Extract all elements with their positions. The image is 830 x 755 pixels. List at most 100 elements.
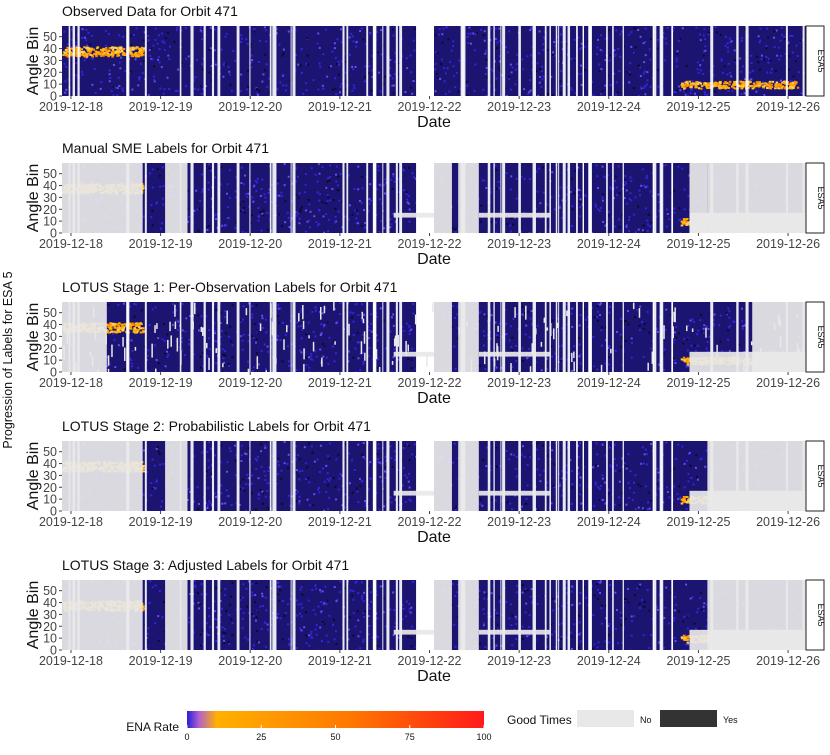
panel-title: LOTUS Stage 2: Probabilistic Labels for … [62, 418, 371, 434]
heatmap-cell [618, 69, 621, 72]
heatmap-cell [340, 41, 343, 44]
heatmap-cell [319, 65, 322, 68]
heatmap-cell [319, 334, 322, 337]
heatmap-cell [360, 224, 363, 227]
heatmap-cell [107, 304, 110, 307]
heatmap-cell [708, 335, 711, 338]
heatmap-cell [499, 60, 502, 63]
heatmap-cell [339, 472, 342, 475]
gap-column [518, 302, 521, 372]
heatmap-cell [343, 309, 346, 312]
hotspot-cell [75, 46, 79, 49]
bad-time-cell [571, 352, 573, 363]
heatmap-cell [550, 75, 553, 78]
heatmap-cell [257, 206, 260, 209]
heatmap-cell [546, 92, 549, 95]
heatmap-cell [800, 92, 803, 95]
heatmap-cell [699, 64, 702, 67]
heatmap-cell [538, 76, 541, 79]
hotspot-cell [733, 83, 737, 86]
hotspot-cell [74, 54, 78, 57]
heatmap-cell [226, 206, 229, 209]
hotspot-cell [124, 52, 127, 55]
heatmap-cell [531, 68, 534, 71]
hotspot-cell [118, 322, 121, 325]
heatmap-cell [376, 458, 379, 461]
heatmap-cell [781, 34, 784, 37]
gap-column [582, 26, 584, 96]
heatmap-cell [750, 78, 753, 81]
hotspot-cell [69, 51, 72, 54]
heatmap-cell [210, 232, 213, 233]
hotspot-cell [728, 83, 731, 86]
x-tick-label: 2019-12-22 [398, 376, 462, 390]
heatmap-cell [727, 90, 730, 93]
heatmap-cell [378, 183, 381, 186]
bad-time-cell [274, 323, 277, 329]
panel-title: LOTUS Stage 1: Per-Observation Labels fo… [62, 279, 398, 295]
heatmap-cell [147, 94, 150, 96]
heatmap-cell [570, 369, 573, 372]
heatmap-cell [166, 31, 169, 34]
hotspot-cell [89, 50, 92, 53]
heatmap-cell [180, 29, 183, 32]
heatmap-cell [796, 55, 799, 58]
hotspot-cell [83, 55, 87, 58]
heatmap-cell [391, 212, 394, 215]
heatmap-cell [155, 358, 158, 361]
heatmap-cell [282, 48, 285, 51]
hotspot-cell [119, 48, 122, 51]
heatmap-cell [330, 371, 333, 372]
heatmap-cell [244, 174, 247, 177]
gap-column [500, 163, 502, 233]
heatmap-cell [334, 87, 337, 90]
heatmap-cell [620, 317, 623, 320]
x-tick-label: 2019-12-24 [577, 237, 641, 251]
heatmap-cell [333, 232, 336, 233]
heatmap-cell [784, 37, 787, 40]
heatmap-cell [607, 210, 610, 213]
heatmap-cell [560, 70, 563, 73]
heatmap-cell [151, 186, 154, 189]
heatmap-cell [333, 42, 336, 45]
heatmap-cell [684, 93, 687, 96]
heatmap-cell [499, 54, 502, 57]
heatmap-cell [284, 89, 287, 92]
hotspot-cell [718, 84, 721, 87]
heatmap-cell [65, 88, 68, 91]
heatmap-cell [221, 329, 224, 332]
hotspot-cell [784, 87, 787, 90]
heatmap-cell [308, 219, 311, 222]
global-y-axis-title: Progression of Labels for ESA 5 [1, 271, 15, 448]
hotspot-cell [102, 52, 106, 55]
bad-time-cell [458, 328, 460, 335]
heatmap-cell [663, 59, 666, 62]
heatmap-cell [645, 175, 648, 178]
heatmap-cell [270, 183, 273, 186]
heatmap-cell [718, 324, 721, 327]
bad-time-cell [293, 355, 296, 369]
gap-column [386, 26, 390, 96]
hotspot-cell [758, 81, 761, 84]
heatmap-cell [291, 364, 294, 367]
heatmap-cell [469, 42, 472, 45]
heatmap-cell [639, 66, 642, 69]
gap-column [487, 26, 491, 96]
gap-column [622, 302, 624, 372]
heatmap-cell [749, 95, 752, 96]
heatmap-cell [615, 186, 618, 189]
heatmap-cell [240, 454, 243, 457]
heatmap-cell [229, 196, 232, 199]
hotspot-cell [770, 86, 774, 89]
heatmap-cell [596, 315, 599, 318]
heatmap-cell [171, 303, 174, 306]
heatmap-cell [308, 226, 311, 229]
heatmap-cell [253, 323, 256, 326]
heatmap-cell [543, 36, 546, 39]
heatmap-cell [404, 500, 407, 503]
bad-time-cell [632, 302, 635, 310]
heatmap-cell [147, 35, 150, 38]
heatmap-cell [662, 368, 665, 371]
heatmap-cell [788, 55, 791, 58]
heatmap-cell [163, 339, 166, 342]
